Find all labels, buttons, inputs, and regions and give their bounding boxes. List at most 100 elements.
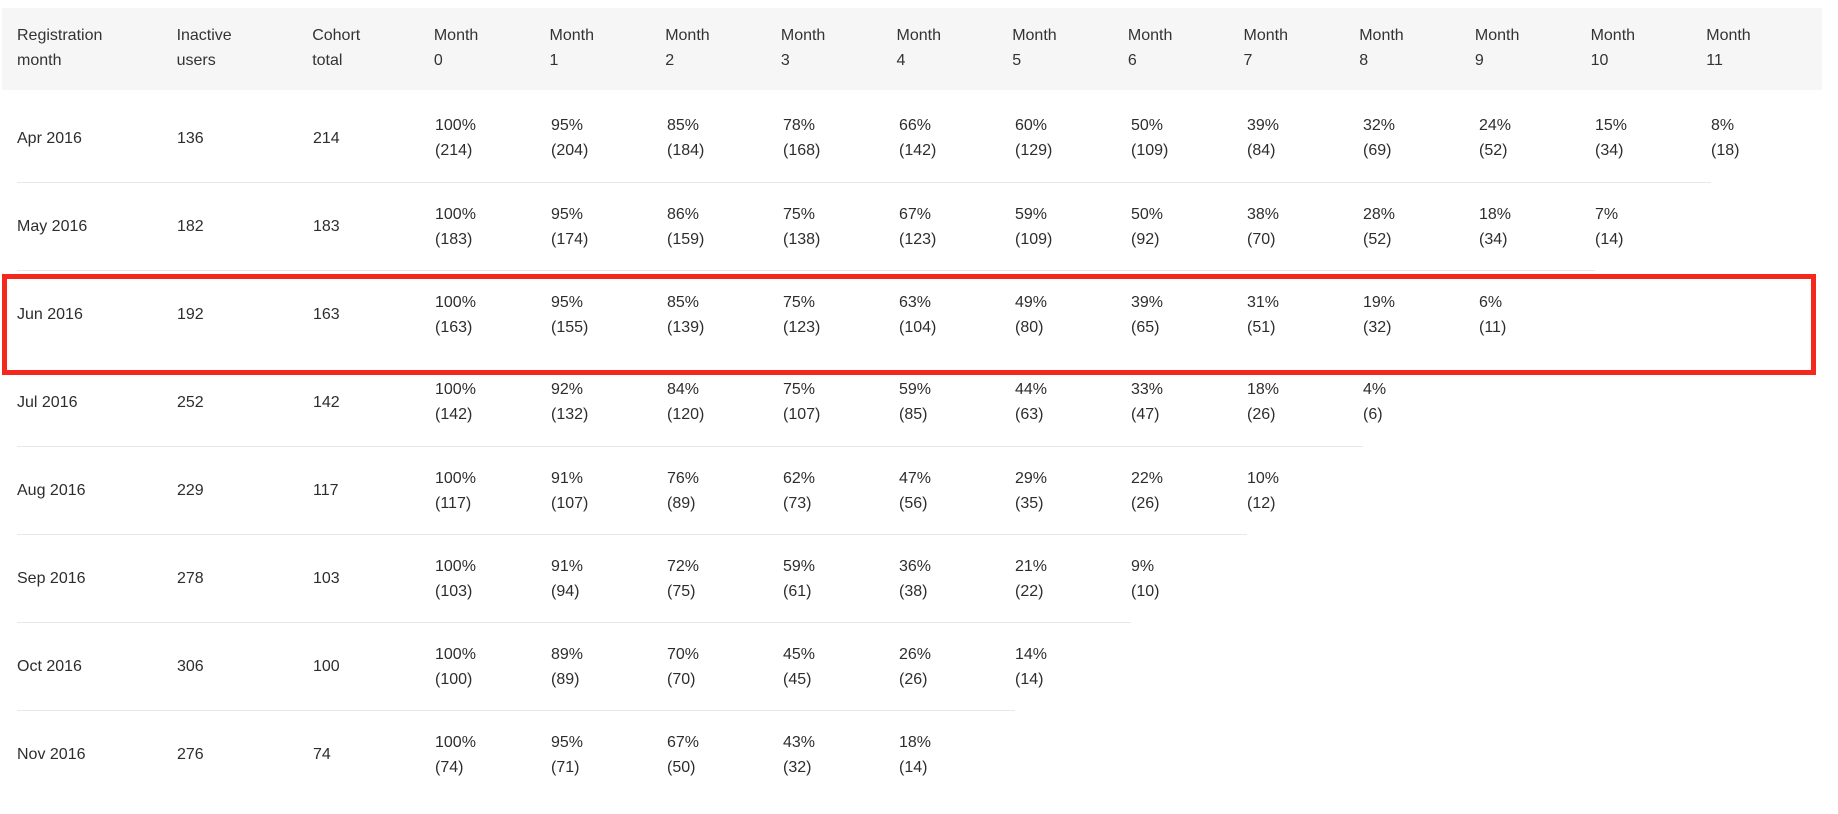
retention-percent: 4%: [1363, 381, 1387, 398]
retention-cell: 50% (109): [1131, 113, 1247, 163]
retention-count: (52): [1363, 230, 1392, 248]
retention-cell: 19% (32): [1363, 290, 1479, 340]
inactive-users-cell: 278: [177, 570, 204, 587]
column-header-line1: Month: [665, 27, 710, 44]
retention-count: (18): [1711, 142, 1740, 159]
retention-count: (12): [1247, 494, 1276, 512]
retention-count: (35): [1015, 494, 1044, 512]
registration-month-cell: Apr 2016: [17, 129, 82, 147]
cohort-total-cell: 183: [313, 218, 340, 235]
table-row: Nov 2016 276 74 100% (74) 95% (71) 67% (…: [17, 710, 1015, 798]
retention-count: (142): [899, 142, 937, 159]
retention-count: (204): [551, 142, 589, 159]
retention-count: (103): [435, 582, 473, 600]
table-header-row: Registration month Inactive users Cohort…: [2, 8, 1822, 90]
cohort-total-cell: 74: [313, 746, 331, 763]
retention-count: (132): [551, 406, 589, 423]
column-header-line1: Cohort: [312, 27, 361, 44]
retention-percent: 95%: [551, 293, 584, 311]
retention-cell: 21% (22): [1015, 554, 1131, 604]
cohort-retention-table: Registration month Inactive users Cohort…: [0, 8, 1838, 798]
column-header: Month 11: [1706, 23, 1822, 73]
column-header: Month 6: [1128, 23, 1244, 73]
retention-count: (89): [667, 494, 696, 512]
retention-percent: 50%: [1131, 117, 1164, 134]
column-header-line2: 4: [896, 52, 906, 69]
retention-count: (47): [1131, 406, 1160, 423]
column-header-line2: users: [176, 52, 216, 69]
retention-percent: 70%: [667, 645, 700, 663]
retention-percent: 36%: [899, 557, 932, 575]
retention-percent: 60%: [1015, 117, 1048, 134]
column-header-line2: 8: [1359, 52, 1369, 69]
column-header: Month 10: [1591, 23, 1707, 73]
retention-count: (183): [435, 230, 473, 248]
retention-count: (142): [435, 406, 473, 423]
column-header-line2: 2: [665, 52, 675, 69]
retention-percent: 95%: [551, 117, 584, 134]
table-row: Jun 2016 192 163 100% (163) 95% (155) 85…: [17, 270, 1595, 358]
retention-percent: 45%: [783, 645, 816, 663]
column-header-line2: 11: [1706, 52, 1723, 69]
retention-count: (155): [551, 318, 589, 336]
retention-cell: 100% (100): [435, 642, 551, 692]
retention-cell: 85% (184): [667, 113, 783, 163]
retention-percent: 85%: [667, 293, 700, 311]
retention-cell: 100% (214): [435, 113, 551, 163]
registration-month-cell: May 2016: [17, 218, 88, 235]
retention-percent: 84%: [667, 381, 700, 398]
retention-count: (174): [551, 230, 589, 248]
column-header: Month 5: [1012, 23, 1128, 73]
inactive-users-cell: 276: [177, 746, 204, 763]
column-header: Month 8: [1359, 23, 1475, 73]
retention-percent: 26%: [899, 645, 932, 663]
retention-percent: 66%: [899, 117, 932, 134]
retention-count: (56): [899, 494, 928, 512]
inactive-users-cell: 229: [177, 482, 204, 499]
retention-cell: 18% (34): [1479, 202, 1595, 252]
retention-count: (61): [783, 582, 812, 600]
retention-count: (184): [667, 142, 705, 159]
retention-percent: 89%: [551, 645, 584, 663]
retention-cell: 18% (14): [899, 730, 1015, 780]
retention-count: (75): [667, 582, 696, 600]
retention-percent: 15%: [1595, 117, 1628, 134]
retention-percent: 24%: [1479, 117, 1512, 134]
column-header-line2: 5: [1012, 52, 1022, 69]
retention-cell: 72% (75): [667, 554, 783, 604]
column-header-line2: 9: [1474, 52, 1484, 69]
column-header: Month 1: [550, 23, 666, 73]
cohort-total-cell: 214: [313, 129, 340, 147]
column-header-line2: 1: [549, 52, 559, 69]
retention-cell: 39% (84): [1247, 113, 1363, 163]
column-header: Cohort total: [312, 23, 434, 73]
retention-cell: 86% (159): [667, 202, 783, 252]
retention-cell: 95% (204): [551, 113, 667, 163]
column-header-line1: Month: [433, 27, 479, 44]
column-header-line2: 10: [1590, 52, 1609, 69]
retention-count: (26): [1247, 406, 1276, 423]
retention-cell: 45% (45): [783, 642, 899, 692]
column-header-line2: month: [17, 52, 62, 69]
table-row: Oct 2016 306 100 100% (100) 89% (89) 70%…: [17, 622, 1131, 710]
retention-percent: 100%: [435, 733, 476, 751]
column-header-line1: Month: [1359, 27, 1404, 44]
table-body: Apr 2016 136 214 100% (214) 95% (204) 85…: [17, 94, 1838, 798]
retention-count: (22): [1015, 582, 1044, 600]
retention-count: (63): [1015, 406, 1044, 423]
inactive-users-cell: 192: [177, 306, 204, 323]
column-header-line2: 6: [1127, 52, 1137, 69]
retention-count: (50): [667, 758, 696, 776]
retention-percent: 63%: [899, 293, 932, 311]
retention-count: (123): [783, 318, 821, 336]
retention-cell: 60% (129): [1015, 113, 1131, 163]
retention-percent: 22%: [1131, 469, 1164, 487]
retention-cell: 14% (14): [1015, 642, 1131, 692]
retention-count: (14): [1015, 670, 1044, 688]
retention-cell: 36% (38): [899, 554, 1015, 604]
table-row: Apr 2016 136 214 100% (214) 95% (204) 85…: [17, 94, 1827, 182]
retention-percent: 44%: [1015, 381, 1048, 398]
retention-count: (38): [899, 582, 928, 600]
column-header-line1: Month: [1012, 27, 1057, 44]
retention-cell: 7% (14): [1595, 202, 1711, 252]
